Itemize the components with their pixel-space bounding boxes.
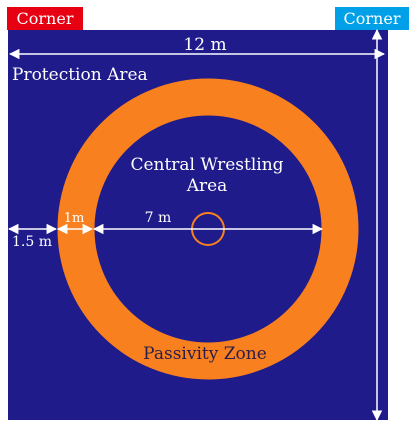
height-dimension-label: 12 m (387, 310, 407, 353)
passivity-zone-label: Passivity Zone (143, 344, 267, 364)
corner-left-badge (7, 7, 83, 30)
corner-right-badge (335, 7, 409, 30)
corner-left-label: Corner (17, 9, 74, 28)
central-area-label-line2: Area (186, 176, 228, 196)
passivity-width-label: 1m (64, 211, 85, 226)
width-dimension-label: 12 m (183, 35, 226, 55)
central-diameter-label: 7 m (145, 210, 172, 226)
corner-right-label: Corner (344, 9, 401, 28)
protection-width-label: 1.5 m (12, 234, 52, 250)
central-area-label-line1: Central Wrestling (130, 155, 283, 175)
protection-area-label: Protection Area (12, 65, 148, 85)
